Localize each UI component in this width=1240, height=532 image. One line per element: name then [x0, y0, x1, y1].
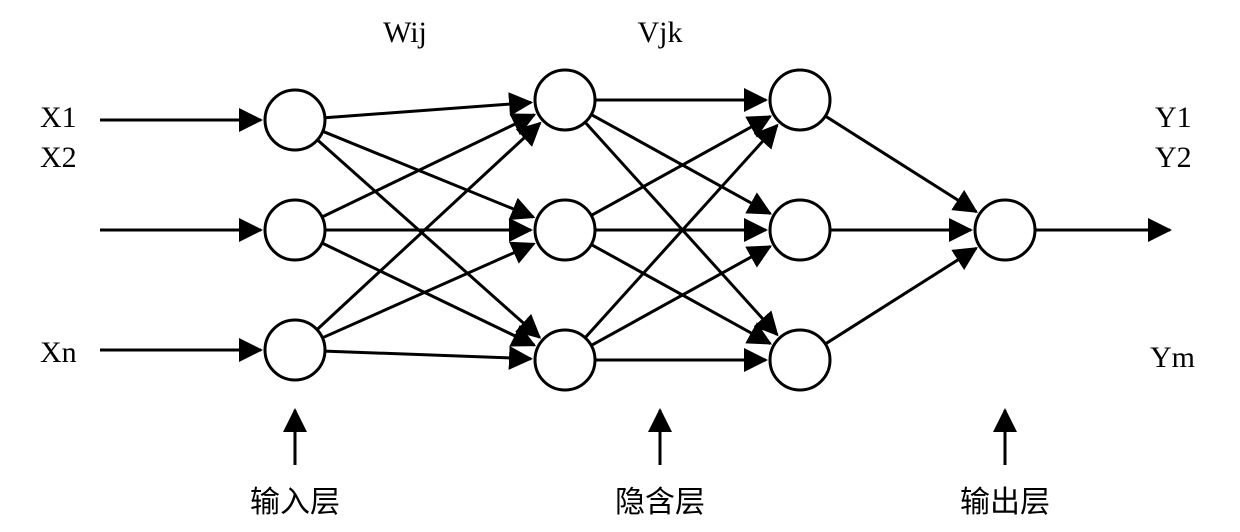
- input-label-X2: X2: [40, 141, 77, 174]
- connection: [825, 116, 976, 212]
- labels: Wij Vjk X1 X2 Xn Y1 Y2 Ym 输入层 隐含层 输出层: [40, 16, 1195, 519]
- weight-label-vjk: Vjk: [638, 16, 683, 49]
- input-label-Xn: Xn: [40, 336, 77, 369]
- output-label-Y2: Y2: [1155, 141, 1192, 174]
- layer-label-output: 输出层: [960, 486, 1050, 519]
- input-label-X1: X1: [40, 101, 77, 134]
- neural-network-diagram: Wij Vjk X1 X2 Xn Y1 Y2 Ym 输入层 隐含层 输出层: [0, 0, 1240, 532]
- hidden1-node: [535, 330, 595, 390]
- output-label-Ym: Ym: [1150, 341, 1195, 374]
- connection: [825, 248, 976, 344]
- hidden1-node: [535, 70, 595, 130]
- layer-label-hidden: 隐含层: [615, 486, 705, 519]
- connection: [322, 115, 534, 217]
- hidden2-node: [770, 330, 830, 390]
- connection: [325, 103, 531, 118]
- layer-label-input: 输入层: [250, 486, 340, 519]
- hidden1-node: [535, 200, 595, 260]
- weight-label-wij: Wij: [383, 16, 427, 49]
- input-node: [265, 320, 325, 380]
- output-node: [975, 200, 1035, 260]
- connection: [591, 245, 770, 344]
- output-label-Y1: Y1: [1155, 101, 1192, 134]
- input-node: [265, 90, 325, 150]
- connection: [325, 351, 531, 359]
- input-node: [265, 200, 325, 260]
- hidden2-node: [770, 70, 830, 130]
- edges: [100, 100, 1170, 465]
- hidden2-node: [770, 200, 830, 260]
- connection: [591, 116, 770, 215]
- connection: [317, 140, 539, 337]
- connection: [317, 123, 540, 330]
